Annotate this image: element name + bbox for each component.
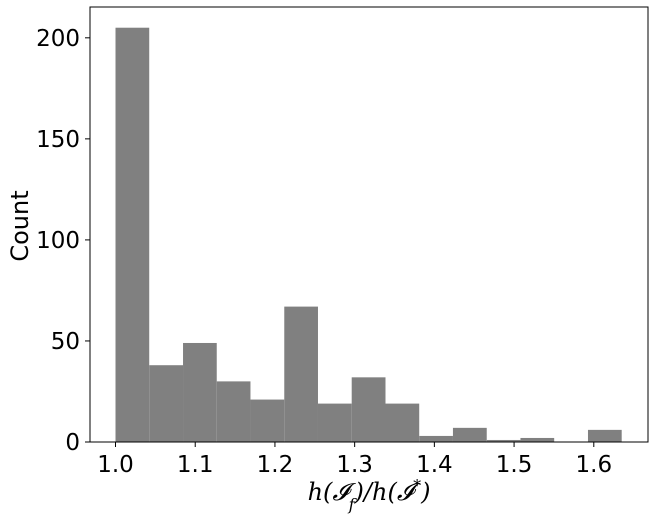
histogram-bar (250, 399, 285, 442)
x-tick-label: 1.3 (336, 452, 373, 478)
histogram-bar (216, 381, 251, 442)
histogram-bar (317, 403, 352, 442)
histogram-bar (115, 27, 150, 442)
x-tick-label: 1.0 (97, 452, 134, 478)
x-tick-label: 1.5 (496, 452, 533, 478)
y-axis-ticks: 0 50 100 150 200 (36, 26, 90, 456)
y-tick-label: 50 (51, 329, 80, 355)
y-tick-label: 0 (65, 430, 80, 456)
histogram-bar (419, 435, 453, 442)
histogram-bar (351, 377, 386, 442)
histogram-bar (149, 365, 184, 442)
y-tick-label: 100 (36, 228, 80, 254)
x-tick-label: 1.4 (416, 452, 453, 478)
y-tick-label: 200 (36, 26, 80, 52)
histogram-bar (520, 437, 555, 442)
y-tick-label: 150 (36, 127, 80, 153)
histogram-bar (385, 403, 420, 442)
y-axis-label: Count (6, 190, 34, 261)
histogram-bar (486, 439, 521, 442)
histogram-bar (452, 427, 487, 442)
x-tick-label: 1.2 (257, 452, 294, 478)
histogram-bar (587, 429, 622, 442)
histogram-bar (284, 306, 318, 442)
histogram-bar (183, 342, 217, 442)
x-tick-label: 1.6 (576, 452, 613, 478)
x-axis-label: h(𝓘f)/h(𝓘*) (308, 476, 431, 514)
x-axis-ticks: 1.0 1.1 1.2 1.3 1.4 1.5 1.6 (97, 442, 612, 478)
bars-group (115, 27, 622, 442)
plot-frame (89, 6, 649, 443)
x-tick-label: 1.1 (177, 452, 214, 478)
